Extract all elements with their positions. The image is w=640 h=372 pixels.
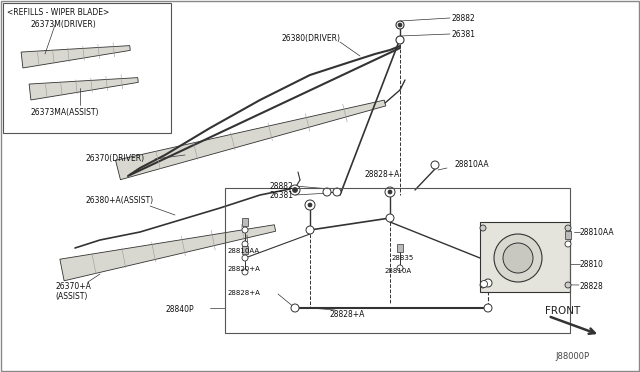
Text: 28828+A: 28828+A	[330, 310, 365, 319]
Circle shape	[388, 190, 392, 194]
Bar	[3, 3, 171, 133]
Circle shape	[431, 161, 439, 169]
Text: 26380(DRIVER): 26380(DRIVER)	[282, 34, 341, 43]
Circle shape	[242, 241, 248, 247]
Circle shape	[396, 36, 404, 44]
Bar	[242, 246, 248, 254]
Text: 28840P: 28840P	[165, 305, 194, 314]
Circle shape	[242, 255, 248, 261]
Text: 28882: 28882	[452, 14, 476, 23]
Text: J88000P: J88000P	[555, 352, 589, 361]
Circle shape	[386, 214, 394, 222]
Circle shape	[480, 225, 486, 231]
Text: 26381: 26381	[452, 30, 476, 39]
Text: 28828: 28828	[580, 282, 604, 291]
Circle shape	[333, 188, 341, 196]
Circle shape	[323, 188, 331, 196]
Circle shape	[291, 304, 299, 312]
Circle shape	[484, 279, 492, 287]
Circle shape	[385, 187, 395, 197]
Text: 26381: 26381	[270, 191, 294, 200]
Circle shape	[308, 203, 312, 207]
Circle shape	[484, 304, 492, 312]
Text: 26380+A(ASSIST): 26380+A(ASSIST)	[85, 196, 153, 205]
Circle shape	[396, 21, 404, 29]
Polygon shape	[29, 78, 138, 100]
Circle shape	[481, 280, 488, 288]
Bar	[242, 218, 248, 226]
Text: 28810: 28810	[580, 260, 604, 269]
Circle shape	[242, 227, 248, 233]
Bar	[225, 188, 570, 333]
Text: 28810AA: 28810AA	[455, 160, 490, 169]
Text: 28882: 28882	[270, 182, 294, 191]
Polygon shape	[60, 225, 276, 281]
Text: 28820+A: 28820+A	[228, 266, 261, 272]
Bar	[565, 231, 571, 239]
Bar	[397, 244, 403, 252]
Text: 28810AA: 28810AA	[228, 248, 260, 254]
Text: <REFILLS - WIPER BLADE>: <REFILLS - WIPER BLADE>	[7, 8, 109, 17]
Circle shape	[494, 234, 542, 282]
Circle shape	[292, 187, 298, 192]
Polygon shape	[116, 100, 386, 180]
Text: 26370+A
(ASSIST): 26370+A (ASSIST)	[55, 282, 91, 301]
Text: 26373MA(ASSIST): 26373MA(ASSIST)	[30, 108, 99, 117]
Text: 28810AA: 28810AA	[580, 228, 614, 237]
Circle shape	[305, 200, 315, 210]
Text: 28835: 28835	[392, 255, 414, 261]
Text: 26373M(DRIVER): 26373M(DRIVER)	[30, 20, 96, 29]
Circle shape	[290, 185, 300, 195]
Bar	[480, 222, 570, 292]
Circle shape	[480, 282, 486, 288]
Circle shape	[242, 269, 248, 275]
Text: 26370(DRIVER): 26370(DRIVER)	[85, 154, 144, 163]
Text: 28828+A: 28828+A	[228, 290, 261, 296]
Text: 28828+A: 28828+A	[365, 170, 401, 179]
Circle shape	[565, 241, 571, 247]
Circle shape	[565, 225, 571, 231]
Text: 28810A: 28810A	[385, 268, 412, 274]
Circle shape	[565, 282, 571, 288]
Text: FRONT: FRONT	[545, 306, 580, 316]
Circle shape	[397, 265, 403, 271]
Circle shape	[503, 243, 533, 273]
Circle shape	[398, 23, 402, 27]
Polygon shape	[21, 46, 131, 68]
Circle shape	[306, 226, 314, 234]
